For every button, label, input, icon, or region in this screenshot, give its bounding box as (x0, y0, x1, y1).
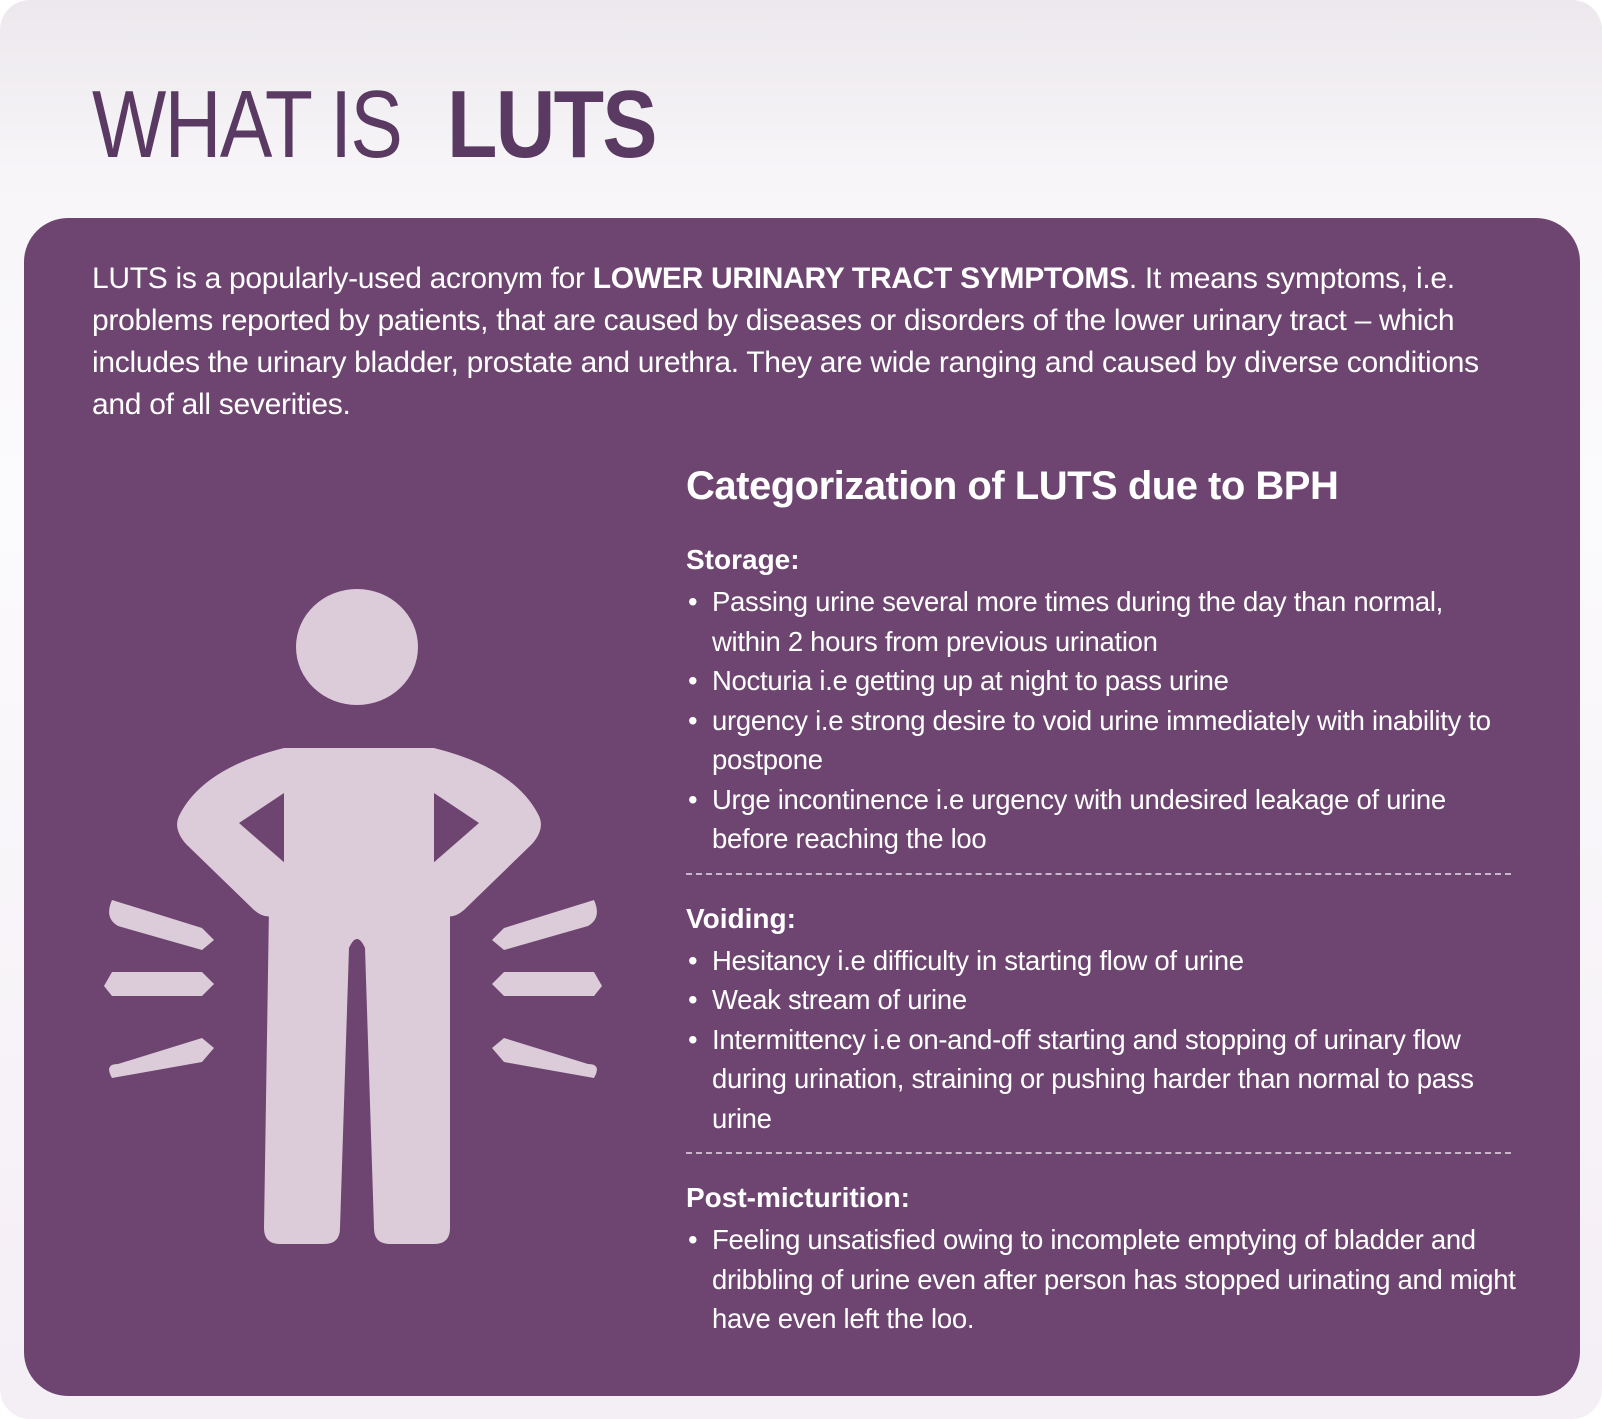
list-item: • Intermittency i.e on-and-off starting a… (686, 1020, 1516, 1139)
section-title-voiding: Voiding: (686, 902, 796, 934)
list-item-text: Intermittency i.e on-and-off starting an… (712, 1023, 1474, 1134)
person-hands-on-hips-icon (94, 588, 614, 1258)
bullet-icon: • (688, 1023, 698, 1055)
bullet-icon: • (688, 1224, 698, 1255)
list-item: • Hesitancy i.e difficulty in starting fl… (686, 941, 1516, 981)
list-item-text: urgency i.e strong desire to void urine … (712, 704, 1491, 776)
bullet-icon: • (688, 586, 698, 617)
categorization-block: Categorization of LUTS due to BPH Storag… (686, 462, 1516, 1339)
list-item-text: Feeling unsatisfied owing to incomplete … (712, 1224, 1516, 1334)
voiding-list: • Hesitancy i.e difficulty in starting fl… (686, 941, 1516, 1139)
post-micturition-list: • Feeling unsatisfied owing to incomplete… (686, 1220, 1516, 1339)
list-item: • Nocturia i.e getting up at night to pas… (686, 661, 1516, 701)
storage-list: • Passing urine several more times during… (686, 582, 1516, 859)
list-item: • urgency i.e strong desire to void urine… (686, 701, 1516, 780)
list-item-text: Nocturia i.e getting up at night to pass… (712, 665, 1229, 696)
list-item: • Passing urine several more times during… (686, 582, 1516, 661)
page-title-bold: LUTS (447, 71, 657, 178)
section-post-micturition: Post-micturition: • Feeling unsatisfied o… (686, 1178, 1516, 1339)
page-title-light: WHAT IS (92, 71, 403, 178)
intro-paragraph: LUTS is a popularly-used acronym for LOW… (92, 258, 1512, 426)
categorization-heading: Categorization of LUTS due to BPH (686, 464, 1339, 508)
page-title: WHAT IS LUTS (92, 70, 690, 180)
list-item-text: Passing urine several more times during … (712, 586, 1443, 657)
bullet-icon: • (688, 665, 698, 696)
list-item-text: Weak stream of urine (712, 984, 967, 1015)
list-item-text: Hesitancy i.e difficulty in starting flo… (712, 944, 1244, 976)
list-item: • Urge incontinence i.e urgency with unde… (686, 780, 1516, 859)
list-item-text: Urge incontinence i.e urgency with undes… (712, 783, 1446, 855)
intro-text-before: LUTS is a popularly-used acronym for (92, 262, 593, 295)
list-item: • Feeling unsatisfied owing to incomplete… (686, 1220, 1516, 1339)
bullet-icon: • (688, 783, 698, 815)
section-storage: Storage: • Passing urine several more tim… (686, 540, 1516, 859)
intro-text-after: . It means symptoms, i.e. problems repor… (92, 262, 1479, 421)
section-title-storage: Storage: (686, 544, 800, 575)
bullet-icon: • (688, 944, 698, 976)
section-divider (686, 1152, 1511, 1154)
intro-text-bold: LOWER URINARY TRACT SYMPTOMS (592, 262, 1129, 295)
section-divider (686, 872, 1511, 875)
bullet-icon: • (688, 704, 698, 736)
list-item: • Weak stream of urine (686, 980, 1516, 1020)
section-voiding: Voiding: • Hesitancy i.e difficulty in st… (686, 899, 1516, 1139)
content-panel: LUTS is a popularly-used acronym for LOW… (24, 218, 1580, 1396)
bullet-icon: • (688, 984, 698, 1015)
section-title-post-micturition: Post-micturition: (686, 1182, 910, 1213)
